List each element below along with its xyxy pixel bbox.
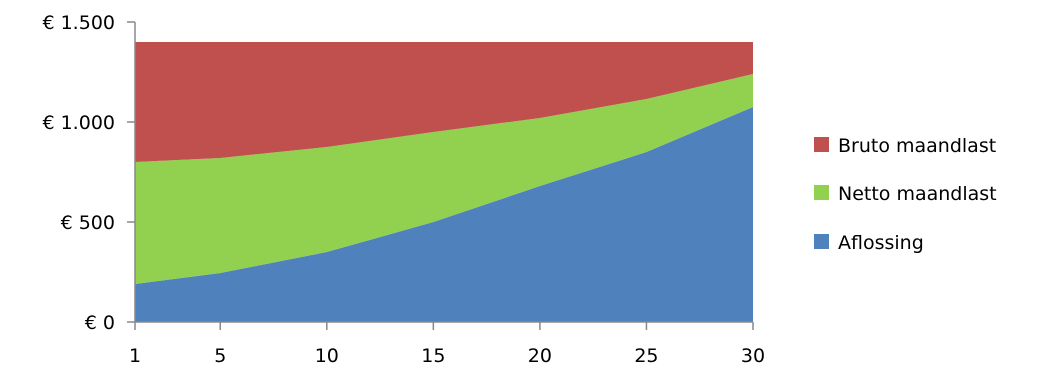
area-bruto-maandlast — [135, 42, 753, 162]
y-tick-label: € 0 — [85, 312, 115, 334]
x-tick-label: 1 — [129, 345, 141, 367]
area-aflossing — [135, 107, 753, 322]
legend-swatch-aflossing — [814, 234, 829, 249]
y-axis-ticks: € 0 € 500 € 1.000 € 1.500 — [42, 12, 135, 334]
x-tick-label: 5 — [214, 345, 226, 367]
legend-swatch-bruto-maandlast — [814, 137, 829, 152]
y-tick-label: € 1.500 — [42, 12, 115, 34]
legend-label-aflossing: Aflossing — [838, 232, 924, 254]
axes-group — [134, 22, 753, 323]
x-tick-label: 25 — [634, 345, 658, 367]
x-tick-label: 20 — [528, 345, 552, 367]
x-axis-ticks: 1 5 10 15 20 25 30 — [129, 322, 765, 367]
legend-label-bruto-maandlast: Bruto maandlast — [838, 135, 996, 157]
y-tick-label: € 1.000 — [42, 112, 115, 134]
y-tick-label: € 500 — [61, 212, 115, 234]
legend-swatch-netto-maandlast — [814, 185, 829, 200]
x-tick-label: 10 — [315, 345, 339, 367]
x-tick-label: 30 — [741, 345, 765, 367]
x-tick-label: 15 — [421, 345, 445, 367]
legend-label-netto-maandlast: Netto maandlast — [838, 183, 997, 205]
area-netto-maandlast — [135, 74, 753, 284]
legend: Bruto maandlast Netto maandlast Aflossing — [814, 135, 997, 254]
area-series-group — [135, 42, 753, 322]
